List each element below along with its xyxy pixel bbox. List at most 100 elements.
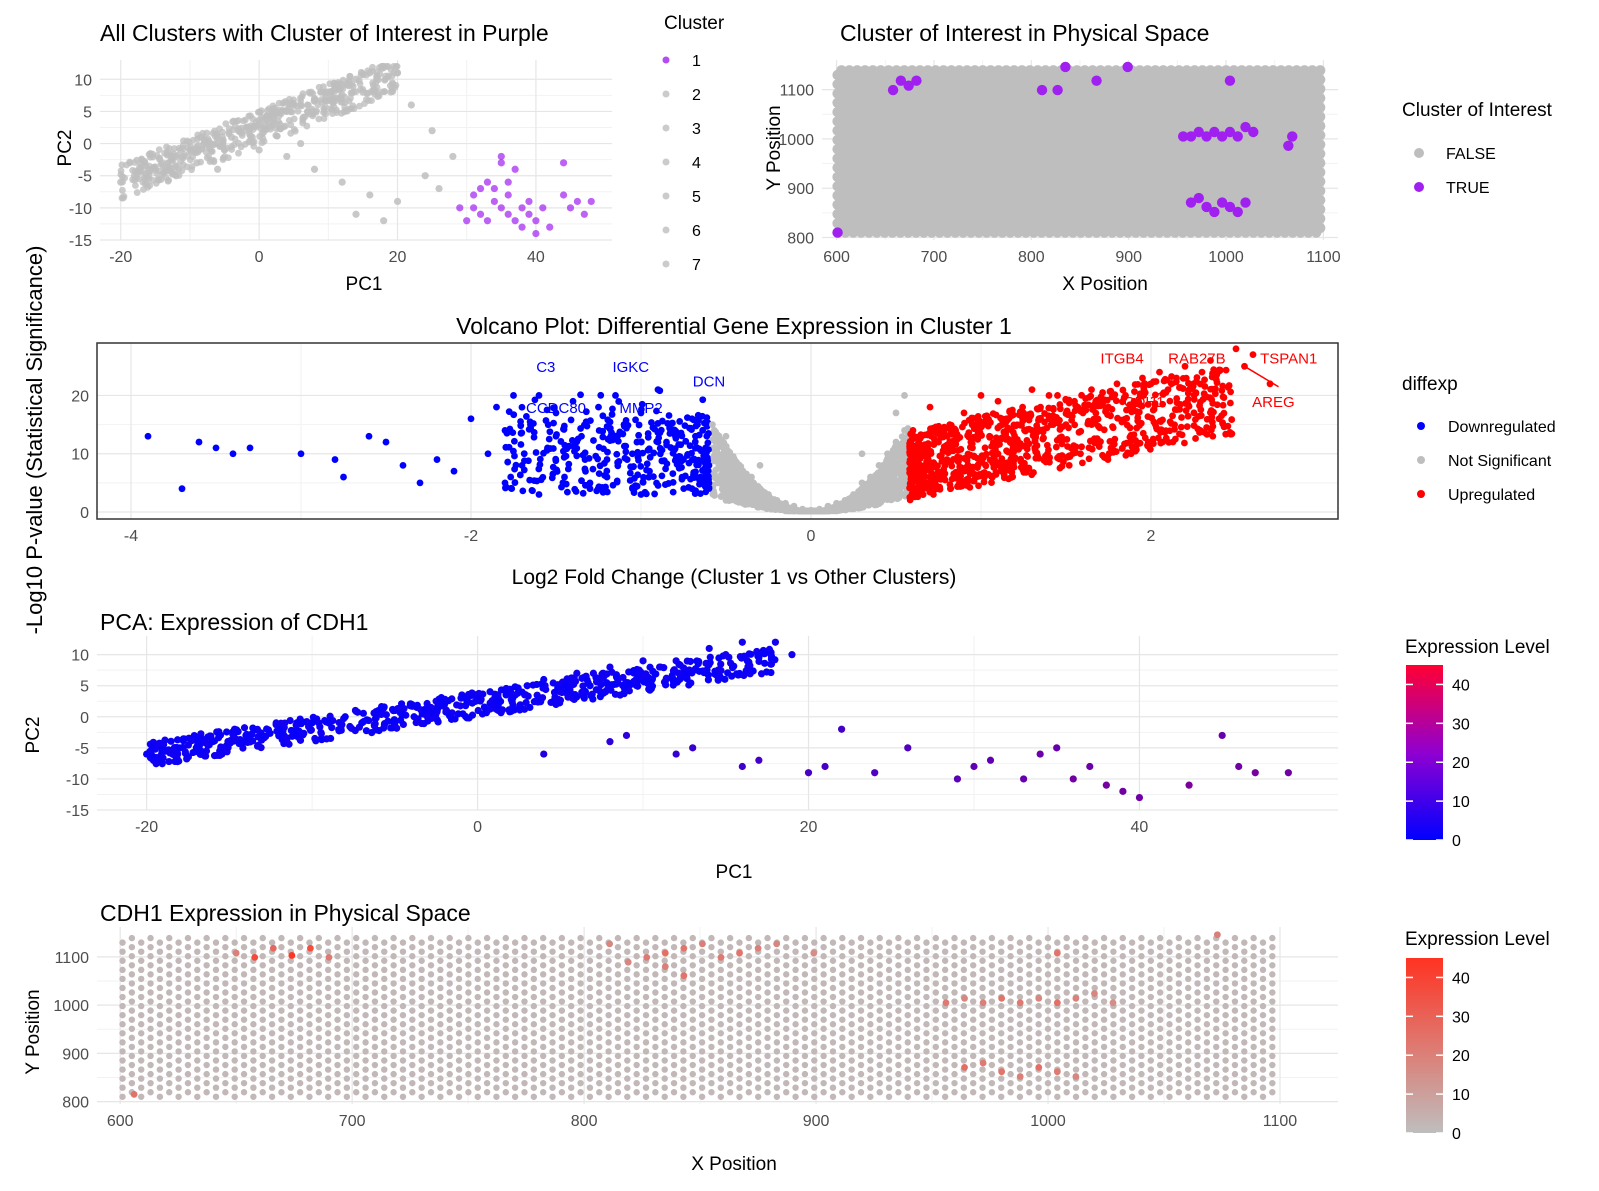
cluster-point	[186, 146, 194, 154]
spot-point-interest	[1240, 197, 1251, 208]
gene-point	[536, 455, 544, 463]
y-tick-label: 0	[83, 137, 92, 154]
cluster-point	[332, 81, 340, 88]
cluster-point	[373, 75, 381, 83]
cluster-point	[456, 204, 464, 212]
gene-point	[672, 434, 680, 442]
gene-point	[512, 461, 520, 469]
cluster-point	[504, 191, 512, 199]
cluster-point	[263, 126, 270, 134]
legend-title: Cluster of Interest	[1402, 100, 1553, 121]
legend-key	[662, 226, 670, 234]
gene-point	[537, 476, 545, 484]
gene-point	[884, 462, 892, 470]
cluster-point	[497, 159, 505, 167]
cluster-point	[139, 186, 147, 193]
cluster-point	[358, 69, 366, 77]
gene-point	[678, 475, 686, 483]
gene-point	[550, 419, 557, 427]
cluster-point	[297, 139, 305, 148]
gene-point	[582, 467, 589, 475]
cluster-point	[511, 217, 519, 225]
cluster-point	[320, 109, 327, 117]
gene-point	[728, 477, 735, 485]
cluster-point	[380, 62, 388, 71]
gene-point	[703, 414, 711, 422]
plot-points	[832, 61, 1326, 238]
x-tick-label: 20	[389, 249, 407, 266]
cluster-point	[138, 163, 146, 170]
spot-point-interest	[1209, 206, 1220, 218]
gene-point	[899, 490, 907, 498]
cluster-point	[393, 197, 402, 206]
gene-point	[658, 472, 666, 480]
gene-point	[1166, 418, 1174, 426]
gene-point	[510, 437, 518, 445]
cluster-point	[287, 121, 295, 129]
cluster-point	[290, 115, 298, 123]
gene-point	[589, 465, 597, 473]
cluster-point	[356, 80, 364, 88]
gene-point	[649, 424, 657, 431]
y-tick-label: 5	[83, 104, 92, 121]
gene-point	[609, 405, 616, 413]
spot-point-interest	[1283, 140, 1294, 152]
y-tick-label: 1000	[778, 132, 814, 149]
cluster-point	[299, 90, 307, 98]
gene-point	[694, 411, 702, 419]
cluster-point	[118, 194, 126, 202]
legend-key	[662, 56, 670, 64]
y-tick-label: 900	[787, 181, 814, 198]
gene-point	[681, 422, 689, 429]
cluster-point	[352, 88, 360, 96]
gene-point	[859, 503, 867, 511]
spot-point-interest	[1091, 75, 1102, 86]
cluster-point	[369, 63, 376, 71]
gene-point	[582, 418, 590, 426]
y-tick-label: -5	[78, 169, 92, 186]
cluster-point	[386, 82, 395, 90]
cluster-point	[329, 110, 336, 117]
cluster-point	[250, 122, 257, 130]
gene-point	[676, 418, 684, 425]
y-tick-label: -15	[69, 233, 92, 250]
x-tick-label: 700	[921, 249, 948, 266]
cluster-point	[279, 100, 287, 107]
cluster-point	[214, 165, 222, 173]
cluster-point	[164, 148, 171, 156]
cluster-point	[587, 197, 595, 206]
gene-point	[632, 416, 639, 424]
cluster-point	[352, 210, 360, 218]
cluster-point	[490, 184, 498, 193]
gene-point	[558, 483, 565, 491]
cluster-point	[319, 83, 327, 91]
x-axis-label: X Position	[1062, 274, 1148, 295]
cluster-point	[151, 165, 159, 173]
gene-point	[705, 479, 713, 487]
cluster-point	[352, 75, 360, 83]
gene-point	[600, 445, 607, 453]
gene-point	[517, 418, 524, 425]
gene-point	[637, 462, 645, 470]
gene-point	[688, 426, 695, 433]
cluster-point	[154, 175, 162, 183]
cluster-point	[142, 180, 149, 188]
gene-point	[678, 432, 686, 440]
gene-point	[1219, 401, 1227, 409]
y-tick-label: -10	[69, 201, 92, 218]
cluster-point	[366, 69, 374, 77]
cluster-point	[511, 165, 519, 173]
cluster-point	[255, 120, 263, 128]
gene-point	[611, 433, 618, 440]
cluster-point	[463, 217, 471, 225]
gene-point	[645, 445, 653, 453]
gene-point	[535, 465, 543, 473]
cluster-point	[331, 94, 339, 103]
cluster-point	[149, 153, 157, 161]
cluster-point	[559, 191, 568, 199]
cluster-point	[189, 153, 197, 161]
cluster-point	[497, 204, 505, 212]
cluster-point	[172, 172, 180, 180]
